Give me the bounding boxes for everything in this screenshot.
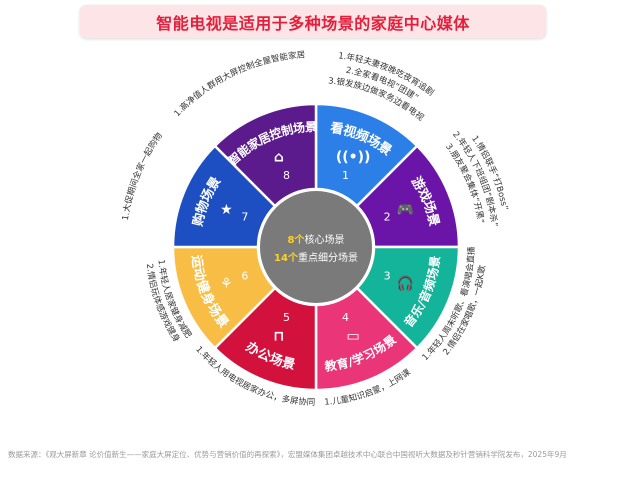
center-circle [260, 191, 372, 303]
core-scene-count: 8个核心场景 [288, 233, 345, 246]
smart-home-icon: ⌂ [274, 149, 284, 165]
segment-number: 5 [283, 311, 290, 324]
segment-number: 2 [384, 211, 391, 224]
segment-2 [355, 144, 461, 249]
segment-number: 1 [342, 169, 349, 182]
scene-note: 1.大促期间全家一起购物 [121, 130, 165, 221]
segment-7 [171, 144, 277, 249]
segment-1 [314, 102, 419, 208]
fitness-icon: ⚘ [220, 276, 233, 292]
gamepad-icon: 🎮 [397, 202, 414, 218]
segment-4 [314, 286, 419, 392]
segment-3 [355, 245, 461, 350]
headphones-icon: 🎧 [397, 275, 414, 292]
segment-number: 3 [384, 269, 391, 282]
segment-number: 6 [241, 269, 248, 282]
segment-number: 8 [283, 169, 290, 182]
sub-scene-count: 14个重点细分场景 [274, 251, 358, 264]
segment-number: 7 [241, 211, 248, 224]
desk-icon: ⊓ [273, 329, 284, 345]
segment-number: 4 [342, 311, 349, 324]
segment-5 [213, 286, 318, 392]
broadcast-icon: ((•)) [336, 149, 371, 165]
title-banner: 智能电视是适用于多种场景的家庭中心媒体 [80, 5, 546, 38]
segment-8 [213, 102, 318, 208]
monitor-icon: ▭ [347, 329, 360, 345]
shopping-icon: ★ [220, 202, 233, 218]
segment-6 [171, 245, 277, 350]
page-title: 智能电视是适用于多种场景的家庭中心媒体 [156, 13, 470, 33]
source-note: 数据来源：《观大屏新章 论价值新生——家庭大屏定位、优势与营销价值的再探索》，宏… [8, 450, 567, 459]
